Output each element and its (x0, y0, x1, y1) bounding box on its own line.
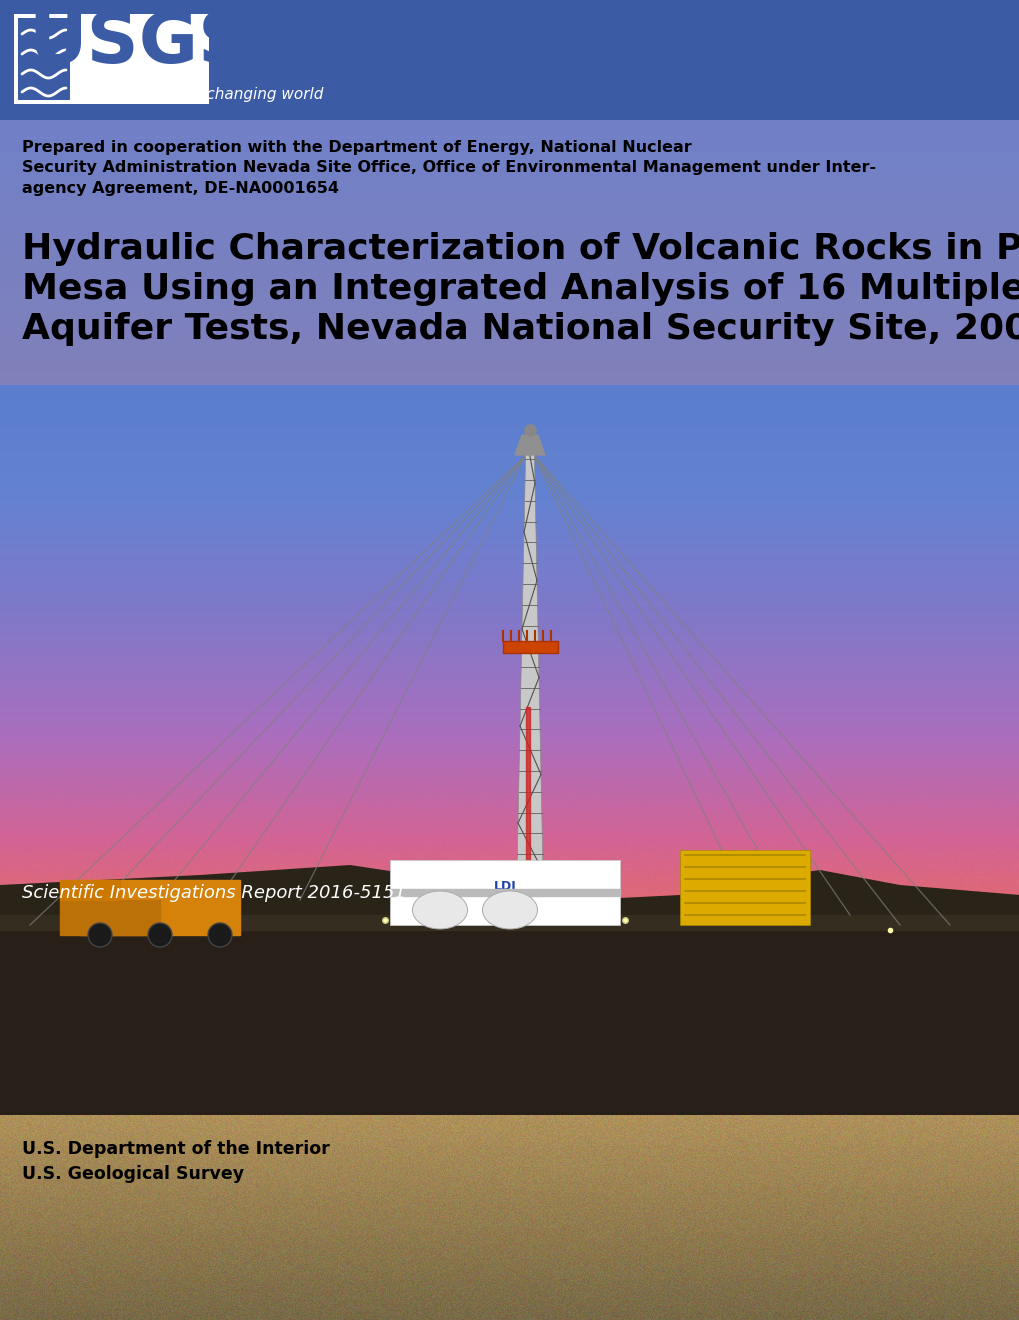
Polygon shape (60, 900, 160, 935)
Polygon shape (60, 880, 120, 900)
Polygon shape (516, 436, 543, 920)
FancyBboxPatch shape (18, 18, 70, 100)
Polygon shape (0, 865, 1019, 1115)
Text: Scientific Investigations Report 2016-5151: Scientific Investigations Report 2016-51… (22, 884, 406, 902)
Polygon shape (526, 708, 530, 920)
Circle shape (88, 923, 112, 946)
FancyBboxPatch shape (389, 861, 620, 925)
Text: U.S. Department of the Interior
U.S. Geological Survey: U.S. Department of the Interior U.S. Geo… (22, 1140, 329, 1183)
Circle shape (208, 923, 231, 946)
Ellipse shape (412, 891, 467, 929)
FancyBboxPatch shape (502, 642, 557, 653)
Polygon shape (79, 880, 239, 935)
Polygon shape (0, 931, 1019, 1115)
Text: USGS: USGS (29, 9, 251, 78)
Polygon shape (389, 890, 620, 896)
Text: LDI: LDI (493, 879, 516, 892)
Polygon shape (515, 436, 544, 455)
Text: Hydraulic Characterization of Volcanic Rocks in Pahute
Mesa Using an Integrated : Hydraulic Characterization of Volcanic R… (22, 232, 1019, 346)
FancyBboxPatch shape (680, 850, 809, 925)
Text: science for a changing world: science for a changing world (104, 87, 323, 102)
Ellipse shape (482, 891, 537, 929)
Text: Prepared in cooperation with the Department of Energy, National Nuclear
Security: Prepared in cooperation with the Departm… (22, 140, 875, 195)
Circle shape (148, 923, 172, 946)
FancyBboxPatch shape (14, 15, 209, 104)
